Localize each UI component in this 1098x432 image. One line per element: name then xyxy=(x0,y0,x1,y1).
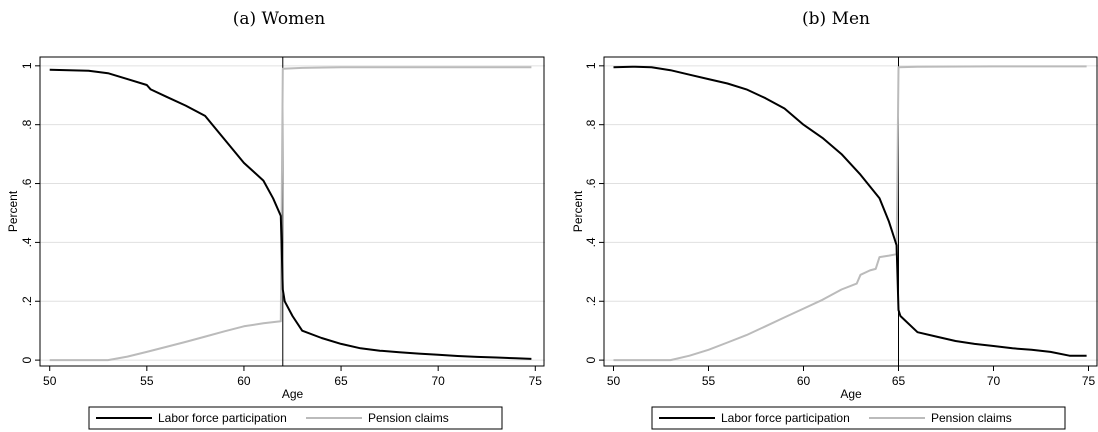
legend-entry-pension: Pension claims xyxy=(931,411,1012,425)
y-tick-label: .6 xyxy=(584,178,598,188)
y-tick-label: .8 xyxy=(584,119,598,129)
legend-box xyxy=(651,406,1066,430)
panel-title: (b) Men xyxy=(802,9,870,29)
men-panel: (b) Men 0 .2 .4 .6 .8 1 50 55 60 65 70 75 Age Percent… xyxy=(571,9,1098,430)
plot-frame xyxy=(39,56,545,367)
x-tick-label: 65 xyxy=(334,374,348,388)
x-tick-label: 60 xyxy=(237,374,251,388)
y-tick-label: .4 xyxy=(584,237,598,247)
legend-entry-lfp: Labor force participation xyxy=(721,411,850,425)
x-tick-label: 60 xyxy=(797,374,811,388)
panel-title: (a) Women xyxy=(233,9,326,29)
legend-entry-lfp: Labor force participation xyxy=(158,411,287,425)
y-tick-label: 1 xyxy=(584,62,598,69)
x-tick-label: 75 xyxy=(1082,374,1096,388)
y-tick-label: 0 xyxy=(584,356,598,363)
legend-box xyxy=(88,406,503,430)
legend: Labor force participation Pension claims xyxy=(88,406,503,430)
y-tick-label: .2 xyxy=(20,296,34,306)
y-tick-label: .8 xyxy=(20,119,34,129)
x-tick-label: 50 xyxy=(43,374,57,388)
x-tick-label: 55 xyxy=(140,374,154,388)
x-tick-label: 70 xyxy=(431,374,445,388)
legend-entry-pension: Pension claims xyxy=(368,411,449,425)
x-tick-label: 50 xyxy=(607,374,621,388)
pension-claims-line xyxy=(613,65,1087,362)
y-tick-label: .6 xyxy=(20,178,34,188)
x-tick-label: 75 xyxy=(529,374,543,388)
y-axis-label: Percent xyxy=(6,190,20,232)
pension-claims-line xyxy=(49,66,532,362)
plot-frame xyxy=(603,56,1098,367)
labor-force-participation-line xyxy=(613,65,1087,357)
x-axis-label: Age xyxy=(840,387,862,401)
y-tick-label: .4 xyxy=(20,237,34,247)
y-tick-label: .2 xyxy=(584,296,598,306)
x-tick-label: 65 xyxy=(892,374,906,388)
labor-force-participation-line xyxy=(49,68,532,360)
x-tick-label: 70 xyxy=(987,374,1001,388)
x-tick-label: 55 xyxy=(702,374,716,388)
legend: Labor force participation Pension claims xyxy=(651,406,1066,430)
y-axis-label: Percent xyxy=(571,190,585,232)
y-tick-label: 1 xyxy=(20,62,34,69)
y-tick-label: 0 xyxy=(20,356,34,363)
x-axis-label: Age xyxy=(282,387,304,401)
women-panel: (a) Women 0 .2 .4 .6 .8 1 50 55 60 65 70 75 Age Perce… xyxy=(6,9,545,430)
